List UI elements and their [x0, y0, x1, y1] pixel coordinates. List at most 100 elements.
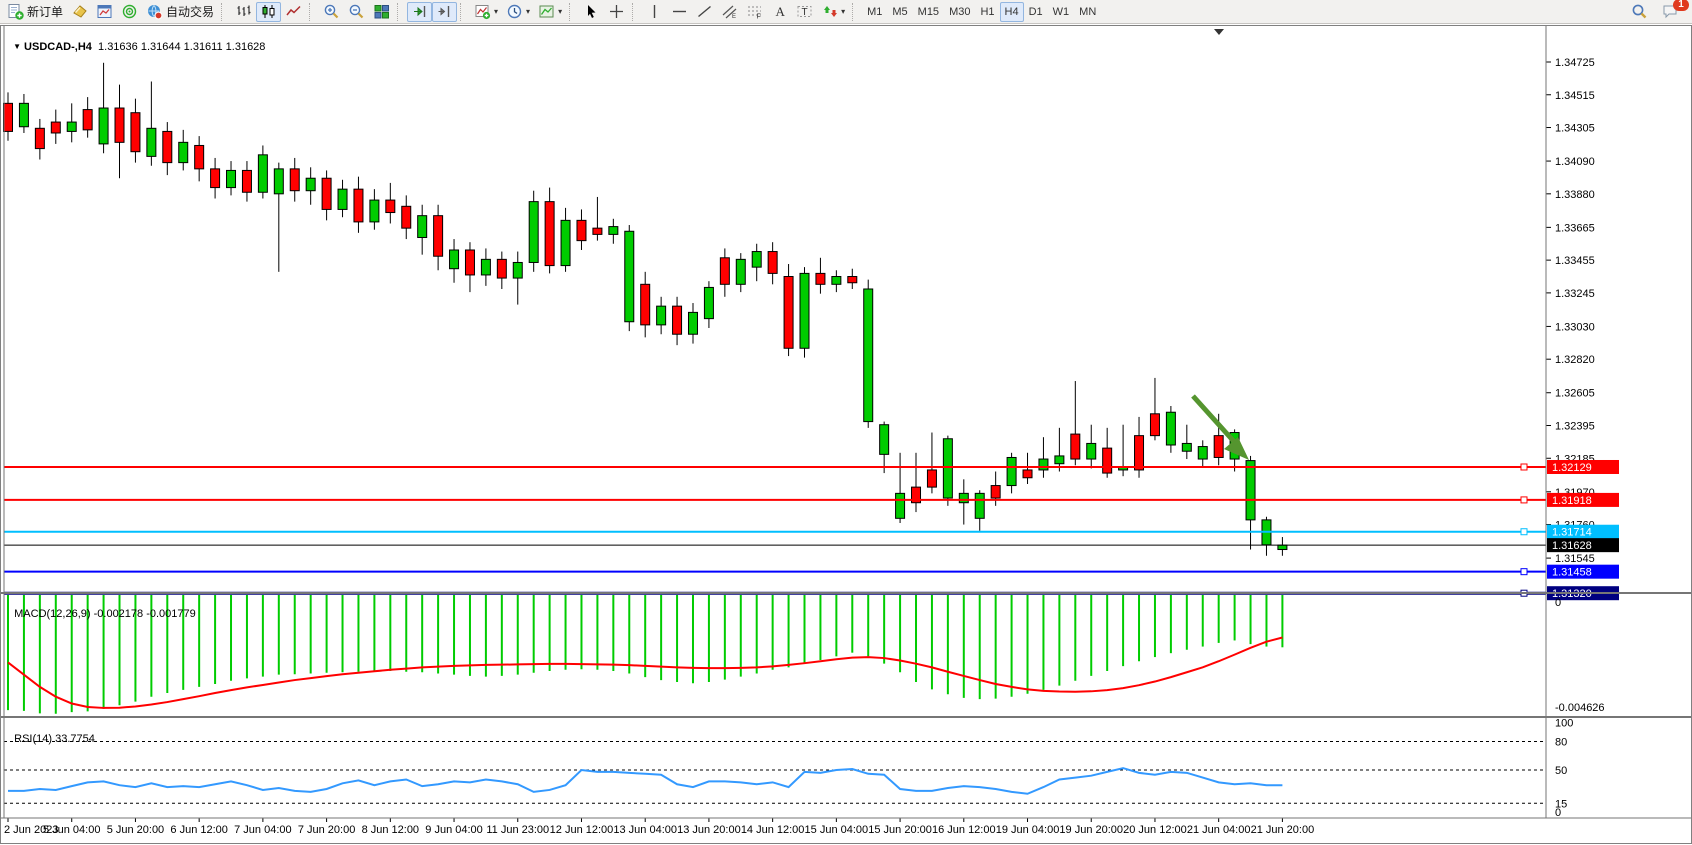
svg-text:1.34515: 1.34515 [1555, 90, 1595, 102]
chart-canvas[interactable]: 1.34725 1.34515 1.34305 1.34090 1.33880 1.336… [0, 25, 1692, 845]
svg-text:2 Jun 2023: 2 Jun 2023 [4, 824, 58, 836]
svg-text:5 Jun 20:00: 5 Jun 20:00 [107, 824, 165, 836]
svg-text:8 Jun 12:00: 8 Jun 12:00 [362, 824, 420, 836]
text-button[interactable]: A [767, 2, 792, 22]
vertical-line-button[interactable] [642, 2, 667, 22]
svg-text:1.31628: 1.31628 [1552, 540, 1592, 552]
rsi-panel: 100 80 50 150 [4, 718, 1573, 819]
svg-text:9 Jun 04:00: 9 Jun 04:00 [425, 824, 483, 836]
toolbar-group: ▾ ▾ ▾ [470, 0, 566, 24]
vertical-line-icon [653, 5, 656, 18]
indicators-dropdown-caret[interactable]: ▾ [494, 6, 499, 16]
horizontal-line-button[interactable] [667, 2, 692, 22]
trendline-button[interactable] [692, 2, 717, 22]
svg-text:1.33880: 1.33880 [1555, 189, 1595, 201]
bar-chart-mode-button[interactable] [231, 2, 256, 22]
auto-trading-label: 自动交易 [166, 5, 215, 19]
market-watch-button[interactable] [67, 2, 92, 22]
timeframe-h1-button[interactable]: H1 [980, 5, 995, 18]
timeframe-h4-button[interactable]: H4 [999, 1, 1024, 22]
toolbar-separator [309, 2, 316, 21]
svg-text:100: 100 [1555, 718, 1573, 730]
macd-panel: 0 -0.004626 [7, 595, 1605, 714]
new-order-button[interactable]: 新订单 [3, 2, 67, 22]
toolbar-group [319, 0, 394, 24]
svg-text:1.31458: 1.31458 [1552, 567, 1592, 579]
bid-price-line: 1.31628 [4, 538, 1619, 553]
svg-text:5 Jun 04:00: 5 Jun 04:00 [43, 824, 101, 836]
svg-text:1.33245: 1.33245 [1555, 288, 1595, 300]
svg-text:6 Jun 12:00: 6 Jun 12:00 [170, 824, 228, 836]
zoom-in-icon [324, 4, 339, 19]
timeframe-m15-button[interactable]: M15 [917, 5, 940, 18]
indicators-icon [475, 5, 491, 20]
auto-scroll-button[interactable] [407, 1, 433, 22]
chart-shift-button[interactable] [432, 1, 458, 22]
svg-text:1.31918: 1.31918 [1552, 495, 1592, 507]
templates-icon [539, 5, 554, 18]
equidistant-channel-button[interactable]: E [717, 2, 742, 22]
toolbar-separator [460, 2, 467, 21]
timeframe-m30-button[interactable]: M30 [949, 5, 971, 18]
zoom-out-button[interactable] [344, 2, 369, 22]
line-chart-mode-button[interactable] [281, 2, 306, 22]
svg-text:1.32129: 1.32129 [1552, 462, 1592, 474]
cursor-icon [588, 5, 596, 18]
svg-text:E: E [732, 14, 736, 20]
toolbar-right: 1 [1627, 0, 1689, 22]
fibonacci-button[interactable]: F [742, 2, 767, 22]
chart-window-button[interactable] [92, 2, 117, 22]
arrow-annotation[interactable] [1191, 394, 1249, 460]
search-icon [1632, 4, 1647, 19]
svg-text:1.33030: 1.33030 [1555, 321, 1595, 333]
svg-text:12 Jun 12:00: 12 Jun 12:00 [550, 824, 614, 836]
toolbar-group [407, 0, 458, 24]
timeframe-m1-button[interactable]: M1 [867, 5, 883, 18]
templates-dropdown-caret[interactable]: ▾ [558, 6, 563, 16]
svg-text:80: 80 [1555, 737, 1567, 749]
indicators-button[interactable]: ▾ [470, 2, 502, 22]
toolbar-group [231, 0, 306, 24]
signals-button[interactable] [117, 2, 142, 22]
zoom-out-icon [349, 4, 364, 19]
text-label-button[interactable]: T [792, 2, 817, 22]
svg-text:21 Jun 04:00: 21 Jun 04:00 [1187, 824, 1251, 836]
svg-text:13 Jun 04:00: 13 Jun 04:00 [613, 824, 677, 836]
svg-text:1.31320: 1.31320 [1552, 588, 1592, 600]
templates-button[interactable]: ▾ [534, 2, 566, 22]
arrows-shapes-dropdown-caret[interactable]: ▾ [841, 6, 846, 16]
svg-text:A: A [776, 4, 786, 19]
zoom-in-button[interactable] [319, 2, 344, 22]
periods-dropdown-caret[interactable]: ▾ [526, 6, 531, 16]
cursor-button[interactable] [579, 2, 604, 22]
tile-windows-button[interactable] [369, 2, 394, 22]
rsi-line [8, 767, 1283, 795]
level-line-1.31714[interactable]: 1.31714 [4, 524, 1619, 539]
svg-text:14 Jun 12:00: 14 Jun 12:00 [741, 824, 805, 836]
level-line-1.32129[interactable]: 1.32129 [4, 459, 1619, 474]
fibonacci-icon: F [748, 6, 762, 20]
timeframe-w1-button[interactable]: W1 [1052, 5, 1070, 18]
toolbar-group: 新订单 自动交易 [3, 0, 218, 24]
level-line-1.31458[interactable]: 1.31458 [4, 564, 1619, 579]
text-icon: A [776, 4, 786, 19]
timeframe-mn-button[interactable]: MN [1079, 5, 1097, 18]
search-button[interactable] [1627, 2, 1652, 22]
auto-trading-button[interactable]: 自动交易 [142, 2, 218, 22]
horizontal-line-icon [673, 10, 687, 13]
svg-text:16 Jun 12:00: 16 Jun 12:00 [932, 824, 996, 836]
svg-text:7 Jun 04:00: 7 Jun 04:00 [234, 824, 292, 836]
periods-button[interactable]: ▾ [502, 2, 534, 22]
candlestick-mode-button[interactable] [256, 1, 282, 22]
arrows-shapes-button[interactable]: ▾ [817, 2, 849, 22]
crosshair-button[interactable] [604, 2, 629, 22]
level-line-1.31918[interactable]: 1.31918 [4, 492, 1619, 507]
chat-button[interactable]: 1 [1658, 0, 1689, 22]
tile-windows-icon [374, 5, 390, 19]
chevron-down-icon[interactable]: ▼ [13, 42, 22, 51]
timeframe-d1-button[interactable]: D1 [1028, 5, 1043, 18]
svg-text:-0.004626: -0.004626 [1555, 702, 1605, 714]
timeframe-m5-button[interactable]: M5 [892, 5, 908, 18]
chart-shift-marker[interactable] [1214, 29, 1224, 35]
svg-text:1.31714: 1.31714 [1552, 527, 1592, 539]
